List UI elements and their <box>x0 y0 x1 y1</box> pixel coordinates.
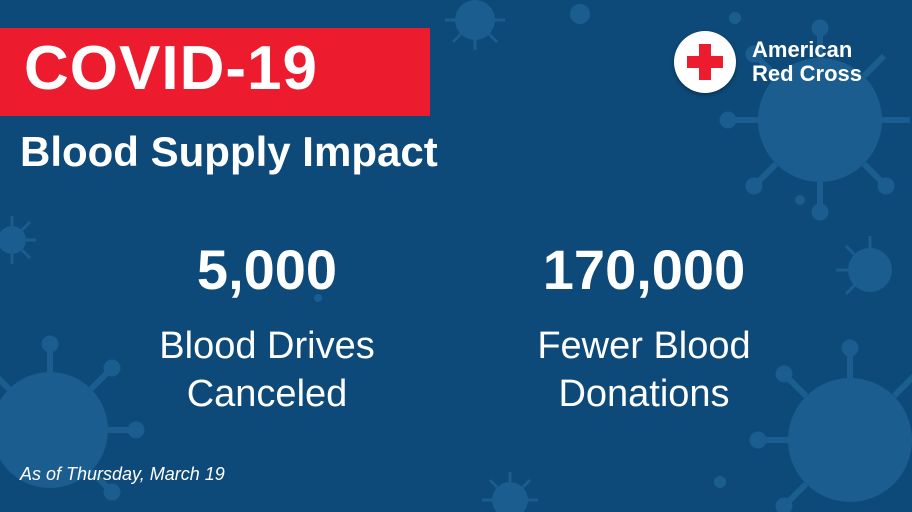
virus-icon <box>714 476 726 488</box>
page-title: COVID-19 <box>24 34 318 103</box>
brand-line-1: American <box>752 37 853 62</box>
virus-icon <box>0 216 36 264</box>
stat-blood-drives: 5,000 Blood Drives Canceled <box>117 238 417 418</box>
virus-icon <box>0 335 145 501</box>
virus-icon <box>729 12 741 24</box>
virus-icon <box>795 195 805 205</box>
stat-label-line: Donations <box>558 373 730 415</box>
brand-logo-text: American Red Cross <box>752 38 862 86</box>
stat-number: 170,000 <box>542 238 746 301</box>
red-cross-icon <box>687 44 723 80</box>
virus-icon <box>314 294 322 302</box>
virus-icon <box>482 472 538 512</box>
stat-label: Fewer Blood Donations <box>494 322 794 418</box>
virus-icon <box>719 19 910 221</box>
brand-line-2: Red Cross <box>752 61 863 86</box>
red-cross-logo-badge <box>674 31 736 93</box>
stat-label-line: Fewer Blood <box>537 325 751 367</box>
stat-number: 5,000 <box>196 238 338 301</box>
title-banner <box>0 28 430 116</box>
virus-icon <box>570 4 590 24</box>
virus-icon <box>836 236 892 296</box>
stat-label: Blood Drives Canceled <box>117 322 417 418</box>
virus-icon <box>749 339 912 512</box>
date-footnote: As of Thursday, March 19 <box>20 464 225 484</box>
stat-label-line: Blood Drives <box>159 325 375 367</box>
virus-icon <box>445 0 505 50</box>
stat-label-line: Canceled <box>186 373 348 415</box>
page-subtitle: Blood Supply Impact <box>20 128 438 175</box>
stat-blood-donations: 170,000 Fewer Blood Donations <box>494 238 794 418</box>
